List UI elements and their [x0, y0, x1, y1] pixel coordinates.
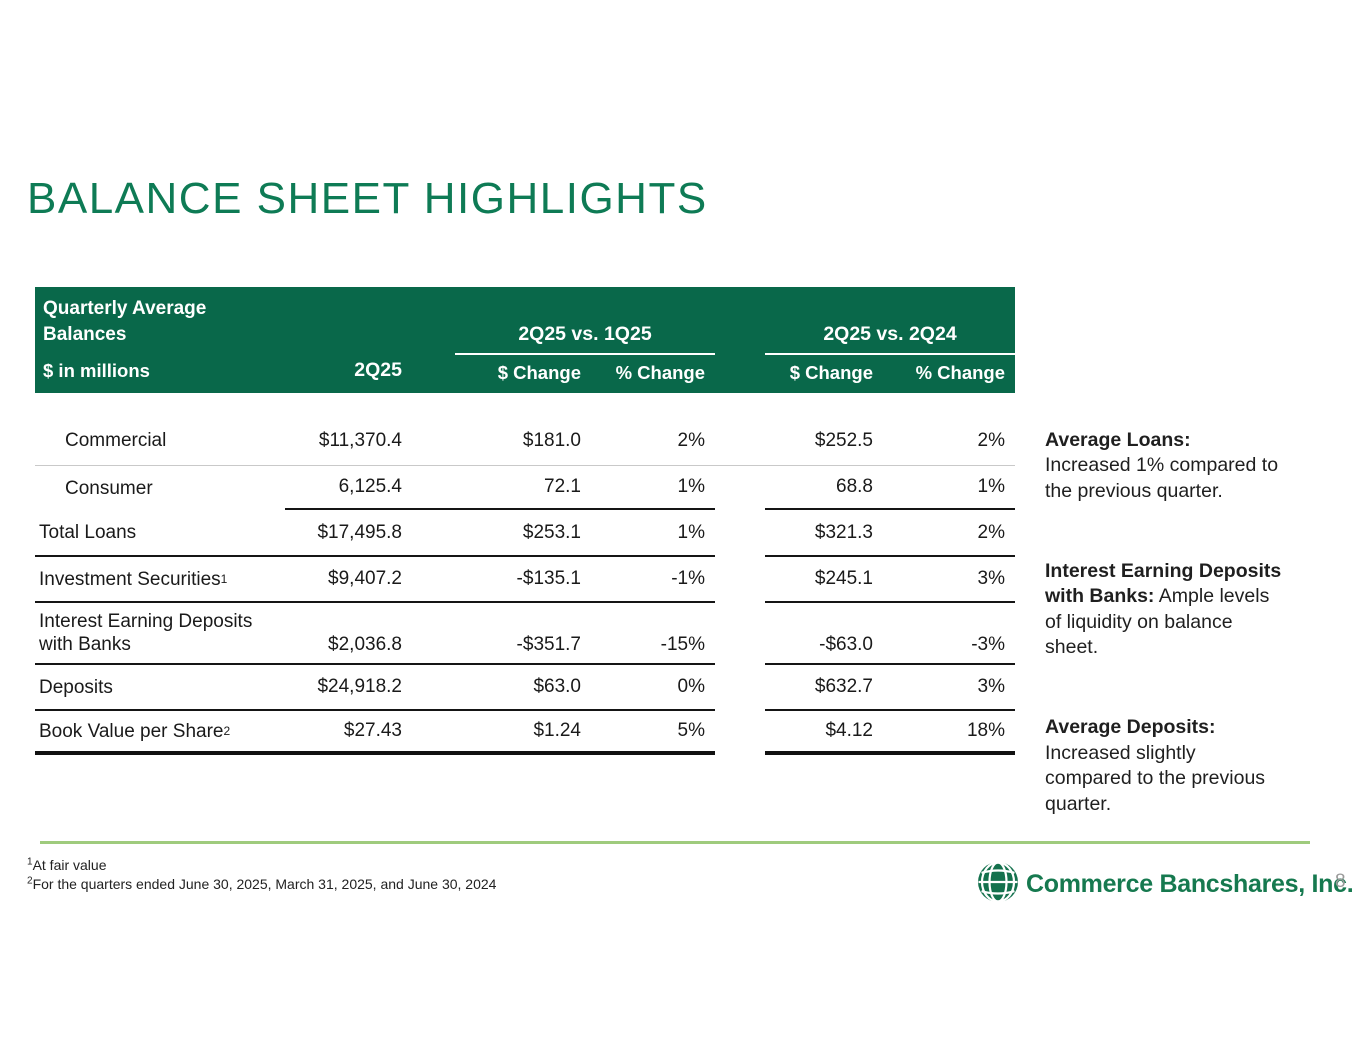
- cell-percent-change-2q24: 3%: [880, 665, 1015, 711]
- cell-2q25: $9,407.2: [285, 557, 415, 603]
- footer-divider: [40, 841, 1310, 844]
- note-body: Increased 1% compared to the previous qu…: [1045, 454, 1279, 502]
- cell-2q25: $2,036.8: [285, 603, 415, 665]
- table-row-total-loans: Total Loans $17,495.8 $253.1 1% $321.3 2…: [35, 510, 1015, 557]
- cell-percent-change-2q24: 2%: [880, 510, 1015, 557]
- cell-percent-change-2q24: 1%: [880, 466, 1015, 510]
- cell-dollar-change-2q24: $252.5: [814, 429, 873, 451]
- cell-dollar-change-2q24: -$63.0: [765, 603, 880, 665]
- group2-dollar-change-header: $ Change: [789, 362, 873, 383]
- cell-percent-change-1q25: 1%: [585, 466, 715, 510]
- cell-dollar-change-1q25: $63.0: [415, 665, 585, 711]
- cell-2q25: $24,918.2: [285, 665, 415, 711]
- cell-percent-change-2q24: -3%: [880, 603, 1015, 665]
- group2-percent-change-header: % Change: [915, 362, 1005, 383]
- cell-dollar-change-1q25: $253.1: [415, 510, 585, 557]
- group1-subheaders: $ Change % Change: [415, 362, 715, 384]
- page-title: BALANCE SHEET HIGHLIGHTS: [27, 174, 708, 223]
- cell-dollar-change-1q25: -$135.1: [415, 557, 585, 603]
- note-body: Increased slightly compared to the previ…: [1045, 741, 1266, 815]
- globe-icon: [977, 861, 1019, 908]
- row-label: Investment Securities 1: [35, 557, 285, 603]
- row-label: Interest Earning Deposits with Banks: [35, 603, 285, 665]
- note-interest-earning-deposits: Interest Earning Deposits with Banks: Am…: [1045, 559, 1345, 661]
- company-name: Commerce Bancshares, Inc.: [1026, 870, 1354, 898]
- group2-subheaders: $ Change % Change: [765, 362, 1015, 384]
- cell-percent-change-1q25: 2%: [677, 429, 705, 451]
- cell-spacer: [715, 665, 765, 711]
- cell-dollar-change-1q25: $1.24: [415, 711, 585, 755]
- units-label: $ in millions: [43, 360, 150, 381]
- row-label: Deposits: [35, 665, 285, 711]
- cell-dollar-change-1q25: $181.0: [522, 429, 581, 451]
- footnote-2: 2For the quarters ended June 30, 2025, M…: [27, 875, 497, 892]
- note-average-loans: Average Loans: Increased 1% compared to …: [1045, 428, 1345, 505]
- footnote-1: 1At fair value: [27, 856, 107, 873]
- note-average-deposits: Average Deposits: Increased slightly com…: [1045, 715, 1345, 817]
- cell-spacer: [715, 711, 765, 755]
- cell-spacer: [715, 510, 765, 557]
- footnotes: 1At fair value 2For the quarters ended J…: [27, 856, 496, 894]
- cell-spacer: [715, 603, 765, 665]
- cell-spacer: [715, 557, 765, 603]
- table-title: Quarterly Average Balances: [43, 298, 207, 345]
- cell-dollar-change-2q24: 68.8: [765, 466, 880, 510]
- cell-dollar-change-1q25: 72.1: [415, 466, 585, 510]
- group1-title: 2Q25 vs. 1Q25: [455, 323, 715, 355]
- cell-2q25: $27.43: [285, 711, 415, 755]
- cell-2q25: $17,495.8: [285, 510, 415, 557]
- cell-percent-change-1q25: 0%: [585, 665, 715, 711]
- cell-percent-change-2q24: 18%: [880, 711, 1015, 755]
- cell-dollar-change-2q24: $245.1: [765, 557, 880, 603]
- table-row-interest-earning-deposits: Interest Earning Deposits with Banks $2,…: [35, 603, 1015, 665]
- cell-percent-change-1q25: 5%: [585, 711, 715, 755]
- note-heading: Average Deposits:: [1045, 716, 1216, 738]
- row-label: Commercial: [65, 430, 167, 451]
- commentary-panel: Average Loans: Increased 1% compared to …: [1045, 402, 1345, 872]
- cell-dollar-change-1q25: -$351.7: [415, 603, 585, 665]
- row-label: Consumer: [65, 477, 153, 499]
- cell-dollar-change-2q24: $321.3: [765, 510, 880, 557]
- note-heading: Average Loans:: [1045, 428, 1191, 451]
- table-row-commercial: Commercial $11,370.4 $181.0 2% $252.5 2%: [35, 416, 1015, 466]
- page-number: 8: [1335, 871, 1346, 892]
- cell-percent-change-1q25: -1%: [585, 557, 715, 603]
- table-header-left: Quarterly Average Balances $ in millions: [35, 287, 285, 393]
- cell-percent-change-2q24: 2%: [977, 429, 1005, 451]
- cell-percent-change-1q25: -15%: [585, 603, 715, 665]
- table-row-investment-securities: Investment Securities 1 $9,407.2 -$135.1 …: [35, 557, 1015, 603]
- table-body: Commercial $11,370.4 $181.0 2% $252.5 2%…: [35, 416, 1015, 755]
- row-label: Total Loans: [35, 510, 285, 557]
- cell-2q25: $11,370.4: [318, 429, 402, 451]
- cell-dollar-change-2q24: $632.7: [765, 665, 880, 711]
- table-header: Quarterly Average Balances $ in millions…: [35, 287, 1015, 393]
- cell-percent-change-2q24: 3%: [880, 557, 1015, 603]
- note-body: Ample levels of liquidity on balance she…: [1045, 585, 1270, 658]
- column-group-2q25-vs-2q24: 2Q25 vs. 2Q24 $ Change % Change: [765, 287, 1015, 393]
- cell-spacer: [715, 466, 765, 510]
- group1-dollar-change-header: $ Change: [497, 362, 581, 383]
- company-logo: Commerce Bancshares, Inc.: [977, 861, 1354, 908]
- column-group-2q25-vs-1q25: 2Q25 vs. 1Q25 $ Change % Change: [415, 287, 715, 393]
- header-spacer: [715, 287, 765, 393]
- column-header-2q25: 2Q25: [354, 359, 402, 381]
- row-label: Book Value per Share 2: [35, 711, 285, 755]
- balance-table: Quarterly Average Balances $ in millions…: [35, 287, 1015, 755]
- cell-2q25: 6,125.4: [285, 466, 415, 510]
- cell-dollar-change-2q24: $4.12: [765, 711, 880, 755]
- table-row-deposits: Deposits $24,918.2 $63.0 0% $632.7 3%: [35, 665, 1015, 711]
- cell-spacer: [715, 416, 765, 465]
- table-row-book-value-per-share: Book Value per Share 2 $27.43 $1.24 5% $4…: [35, 711, 1015, 755]
- cell-percent-change-1q25: 1%: [585, 510, 715, 557]
- note-heading: Interest Earning Deposits with Banks:: [1045, 559, 1282, 608]
- group1-percent-change-header: % Change: [615, 362, 705, 383]
- group2-title: 2Q25 vs. 2Q24: [765, 323, 1015, 355]
- table-row-consumer: Consumer 6,125.4 72.1 1% 68.8 1%: [35, 466, 1015, 510]
